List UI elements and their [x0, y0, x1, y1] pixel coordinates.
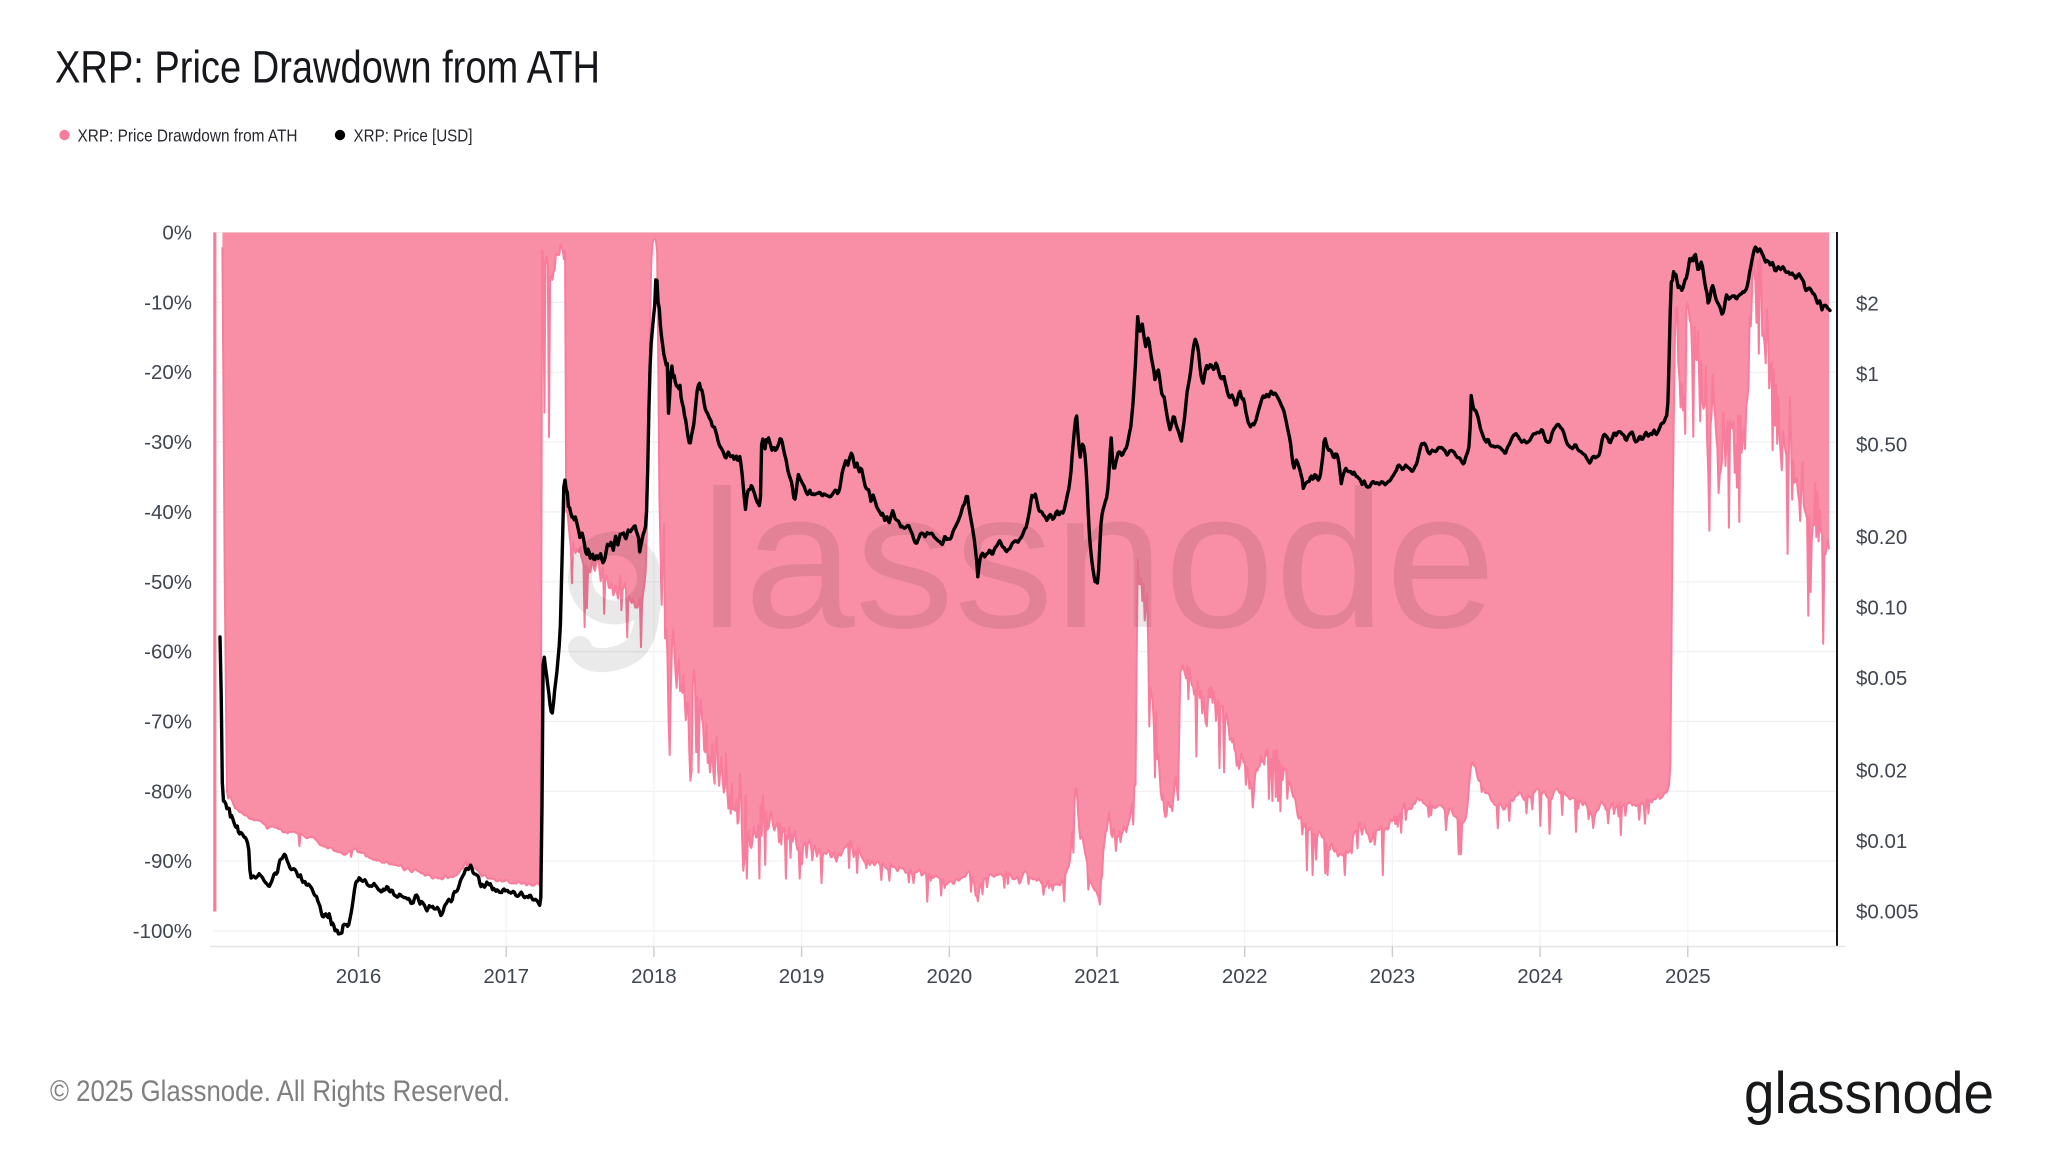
svg-text:2019: 2019 — [779, 965, 825, 988]
svg-text:2020: 2020 — [926, 965, 972, 988]
svg-text:-80%: -80% — [144, 780, 192, 803]
svg-text:-20%: -20% — [144, 361, 192, 384]
svg-text:$2: $2 — [1856, 293, 1879, 316]
svg-text:2024: 2024 — [1517, 965, 1563, 988]
svg-text:-50%: -50% — [144, 571, 192, 594]
svg-text:2018: 2018 — [631, 965, 677, 988]
svg-text:-10%: -10% — [144, 291, 192, 314]
svg-text:2021: 2021 — [1074, 965, 1120, 988]
svg-text:2025: 2025 — [1665, 965, 1711, 988]
svg-text:-100%: -100% — [133, 920, 192, 943]
svg-text:2016: 2016 — [336, 965, 382, 988]
svg-text:-30%: -30% — [144, 431, 192, 454]
svg-text:$0.005: $0.005 — [1856, 900, 1919, 923]
svg-text:-70%: -70% — [144, 710, 192, 733]
svg-text:XRP: Price Drawdown from ATH: XRP: Price Drawdown from ATH — [55, 42, 600, 93]
svg-text:2022: 2022 — [1222, 965, 1268, 988]
svg-text:2023: 2023 — [1370, 965, 1416, 988]
svg-text:-60%: -60% — [144, 641, 192, 664]
svg-text:$0.01: $0.01 — [1856, 830, 1907, 853]
svg-text:-40%: -40% — [144, 501, 192, 524]
svg-text:-90%: -90% — [144, 850, 192, 873]
svg-text:© 2025 Glassnode. All Rights R: © 2025 Glassnode. All Rights Reserved. — [50, 1075, 510, 1108]
svg-text:$0.05: $0.05 — [1856, 667, 1907, 690]
svg-text:$0.20: $0.20 — [1856, 526, 1907, 549]
svg-text:$0.02: $0.02 — [1856, 760, 1907, 783]
svg-text:$1: $1 — [1856, 363, 1879, 386]
svg-text:0%: 0% — [162, 222, 192, 245]
svg-text:XRP: Price [USD]: XRP: Price [USD] — [354, 126, 473, 146]
svg-text:XRP: Price Drawdown from ATH: XRP: Price Drawdown from ATH — [78, 126, 298, 146]
svg-text:$0.50: $0.50 — [1856, 433, 1907, 456]
svg-text:glassnode: glassnode — [1744, 1061, 1994, 1126]
svg-text:2017: 2017 — [483, 965, 529, 988]
svg-text:$0.10: $0.10 — [1856, 597, 1907, 620]
